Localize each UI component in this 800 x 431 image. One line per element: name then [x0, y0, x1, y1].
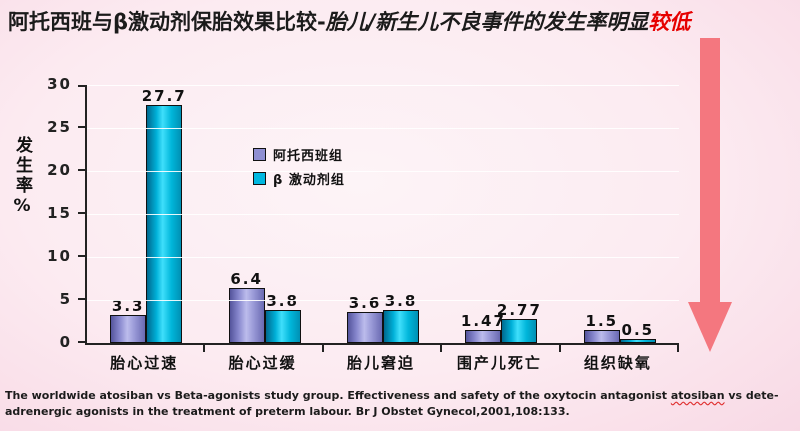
- x-tick-mark: [440, 345, 443, 352]
- gridline: [87, 257, 679, 258]
- down-arrow-head: [688, 302, 732, 352]
- bar-beta-agonist: 0.5: [619, 321, 656, 343]
- bar-groups: 3.3 27.7 6.4 3.8 3.6 3.8 1.47 2.77 1.5 0.5: [87, 85, 679, 343]
- bar-atosiban: 1.5: [583, 312, 620, 343]
- bar-value-label: 0.5: [621, 320, 655, 339]
- bar-beta-agonist: 3.8: [383, 292, 420, 343]
- bar-value-label: 1.47: [460, 312, 506, 331]
- title-part-2: 胎儿/新生儿不良事件的发生率明显: [325, 10, 649, 34]
- bar-atosiban: 3.3: [110, 297, 147, 343]
- bar-value-label: 27.7: [141, 86, 187, 105]
- bar-atosiban: 3.6: [347, 294, 384, 343]
- y-tick-mark: [78, 85, 85, 87]
- gridline: [87, 214, 679, 215]
- x-tick-mark: [677, 345, 679, 352]
- slide-title: 阿托西班与β激动剂保胎效果比较-胎儿/新生儿不良事件的发生率明显较低: [8, 6, 690, 36]
- y-tick-mark: [78, 298, 85, 300]
- x-tick-mark: [203, 345, 206, 352]
- footnote-misspelled-word: atosiban: [670, 389, 725, 402]
- title-highlight: 较低: [648, 10, 691, 34]
- gridline: [87, 300, 679, 301]
- gridline: [87, 85, 679, 86]
- y-tick-label: 20: [47, 161, 72, 179]
- y-tick-label: 15: [47, 204, 72, 222]
- title-part-1: 阿托西班与β激动剂保胎效果比较-: [8, 10, 326, 34]
- x-tick-mark: [321, 345, 324, 352]
- y-axis-title: 发生率%: [12, 136, 32, 219]
- bar-group: 1.5 0.5: [561, 85, 679, 343]
- legend-swatch: [253, 148, 266, 161]
- down-arrow-shaft: [700, 38, 720, 303]
- bar-value-label: 2.77: [496, 301, 542, 320]
- y-tick-mark: [78, 255, 85, 257]
- x-tick-mark: [558, 345, 561, 352]
- gridline: [87, 128, 679, 129]
- category-labels: 胎心过速 胎心过缓 胎儿窘迫 围产儿死亡 组织缺氧: [85, 352, 677, 373]
- y-tick-label: 10: [47, 247, 72, 265]
- legend-label: 阿托西班组: [273, 149, 344, 164]
- y-tick-mark: [78, 341, 85, 343]
- bar-value-label: 3.6: [348, 294, 382, 313]
- y-tick-label: 30: [47, 75, 72, 93]
- y-tick-mark: [78, 212, 85, 214]
- gridline: [87, 171, 679, 172]
- y-tick-label: 0: [59, 333, 72, 351]
- bar-beta-agonist: 2.77: [497, 301, 540, 343]
- y-tick-mark: [78, 126, 85, 128]
- plot-area: 3.3 27.7 6.4 3.8 3.6 3.8 1.47 2.77 1.5 0.5: [78, 85, 679, 352]
- category-label: 胎儿窘迫: [347, 354, 416, 372]
- legend-item: 阿托西班组: [253, 145, 345, 164]
- legend-item: β 激动剂组: [253, 169, 345, 188]
- category-label: 胎心过缓: [228, 354, 297, 372]
- category-label: 胎心过速: [110, 354, 179, 372]
- y-tick-label: 25: [47, 118, 72, 136]
- legend: 阿托西班组 β 激动剂组: [253, 145, 345, 193]
- y-tick-labels: 0 5 10 15 20 25 30: [36, 75, 78, 351]
- bar-atosiban: 1.47: [461, 312, 504, 343]
- legend-label: β 激动剂组: [273, 173, 345, 188]
- legend-swatch: [253, 172, 266, 185]
- bar-value-label: 3.3: [111, 296, 145, 315]
- y-tick-mark: [78, 169, 85, 171]
- bar-group: 3.6 3.8: [324, 85, 442, 343]
- bar-beta-agonist: 3.8: [264, 292, 301, 343]
- bar-value-label: 3.8: [384, 292, 418, 311]
- category-label: 围产儿死亡: [456, 354, 542, 372]
- bar-value-label: 6.4: [230, 269, 263, 288]
- bar-beta-agonist: 27.7: [142, 87, 185, 343]
- bar-group: 3.3 27.7: [87, 85, 205, 343]
- bar-atosiban: 6.4: [228, 270, 265, 343]
- bar-value-label: 3.8: [266, 292, 299, 311]
- footnote-text-after: vs dete-adrenergic agonists in the treat…: [5, 389, 779, 418]
- bar-group: 1.47 2.77: [442, 85, 560, 343]
- y-tick-label: 5: [59, 290, 72, 308]
- footnote-text-before: The worldwide atosiban vs Beta-agonists …: [5, 389, 671, 402]
- category-label: 组织缺氧: [583, 354, 652, 372]
- footnote-citation: The worldwide atosiban vs Beta-agonists …: [5, 388, 797, 420]
- bar-group: 6.4 3.8: [205, 85, 323, 343]
- bar-value-label: 1.5: [585, 312, 619, 331]
